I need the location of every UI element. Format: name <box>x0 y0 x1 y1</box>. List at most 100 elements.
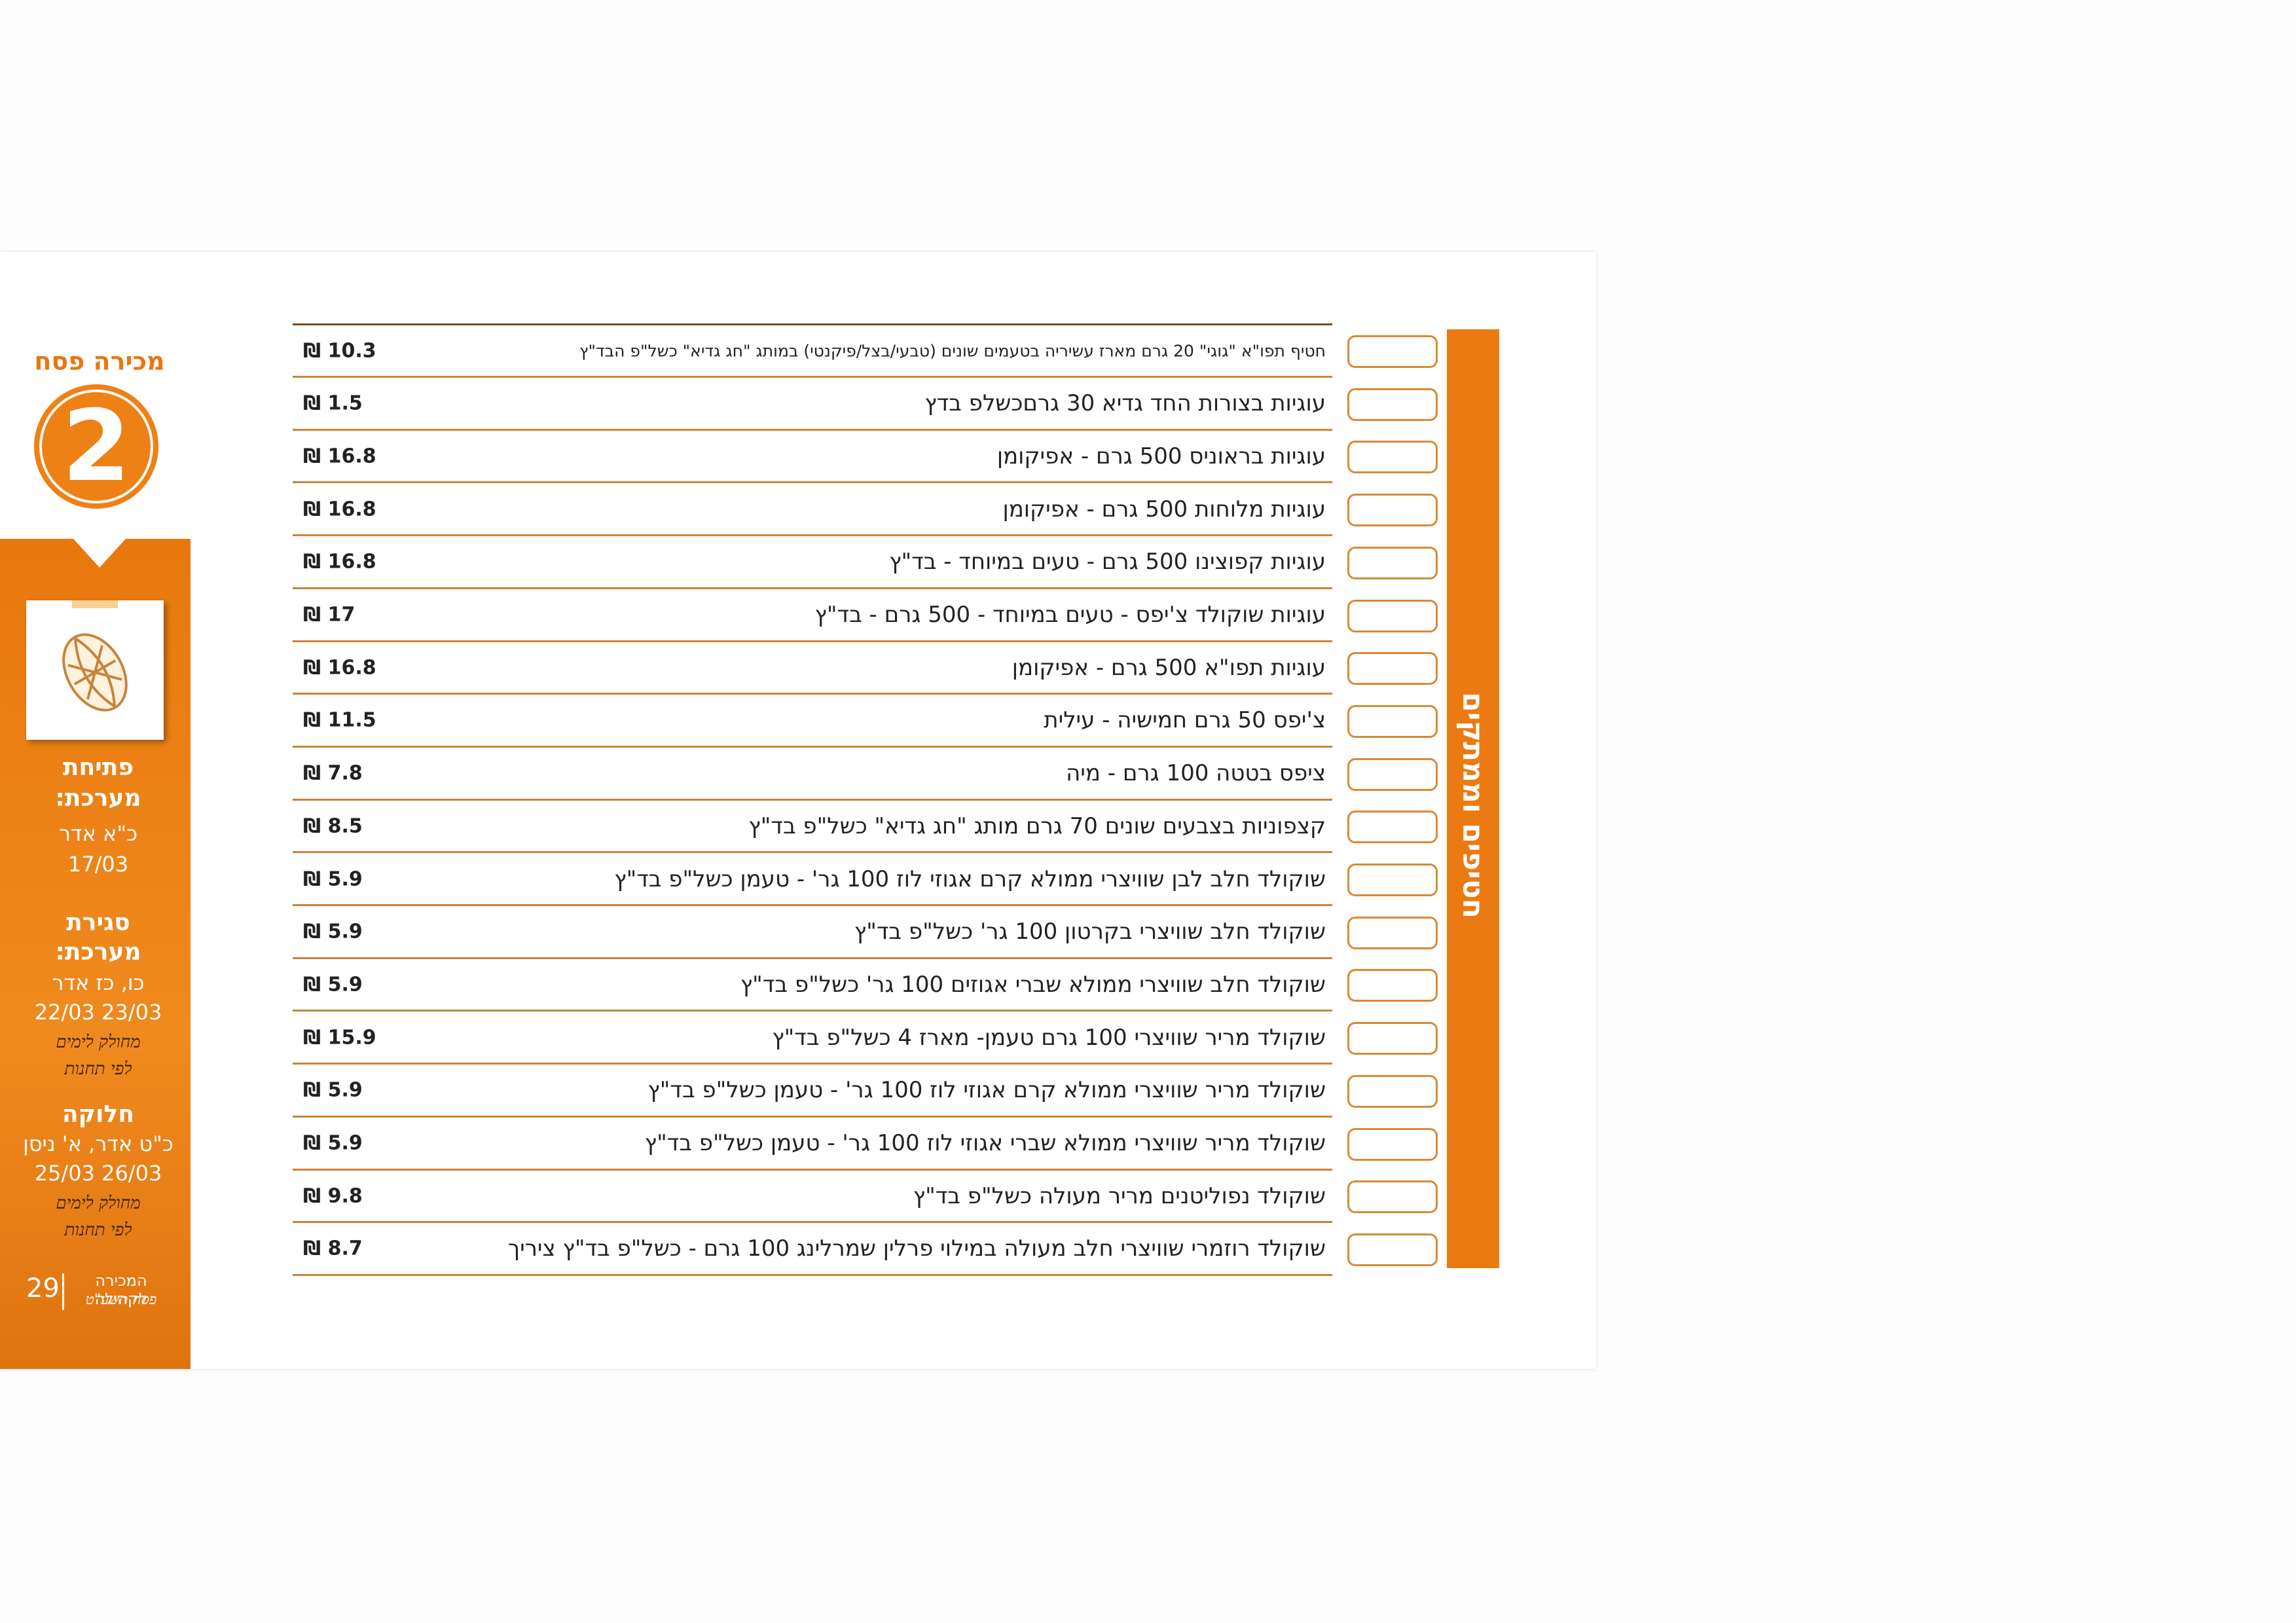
product-name: עוגיות קפוצינו 500 גרם - טעים במיוחד - ב… <box>889 549 1326 575</box>
product-name: שוקולד מריר שוויצרי ממולא קרם אגוזי לוז … <box>647 1077 1326 1104</box>
sale-title: מכירה פסח <box>34 347 165 376</box>
closing-date: כו, כז אדר <box>52 970 145 995</box>
checkbox[interactable] <box>1347 388 1438 421</box>
product-name: שוקולד חלב שוויצרי בקרטון 100 גר' כשל"פ … <box>854 919 1326 945</box>
paper <box>0 252 1596 1369</box>
product-price: ₪ 7.8 <box>303 761 363 785</box>
closing-label: סגירת <box>66 909 130 936</box>
table-row: עוגיות בצורות החד גדיא 30 גרםכשלפ בדץ ₪ 1… <box>293 378 1332 431</box>
product-price: ₪ 5.9 <box>303 1131 363 1155</box>
product-name: שוקולד נפוליטנים מריר מעולה כשל"פ בד"ץ <box>913 1182 1326 1209</box>
product-price: ₪ 1.5 <box>303 392 363 415</box>
table-row: שוקולד חלב שוויצרי ממולא שברי אגוזים 100… <box>293 959 1332 1012</box>
handwritten-note: מחולק לימים <box>56 1032 141 1052</box>
almond-icon <box>62 596 128 712</box>
opening-date: 17/03 <box>67 852 129 877</box>
product-price: ₪ 17 <box>303 603 355 627</box>
distribution-date: כ"ט אדר, א' ניסן <box>23 1131 173 1156</box>
table-top-line <box>293 323 1332 325</box>
table-row: חטיף תפו"א "גוגי" 20 גרם מארז עשיריה בטע… <box>293 325 1332 378</box>
category-title: חטיפים וממתקים <box>1456 692 1490 919</box>
product-price: ₪ 5.9 <box>303 1078 363 1102</box>
handwritten-note: מחולק לימים <box>56 1194 141 1213</box>
footer-line: המכירה לקהילה <box>94 1271 148 1308</box>
table-row: קצפוניות בצבעים שונים 70 גרם מותג "חג גד… <box>293 801 1332 854</box>
page-number: 29 <box>26 1273 60 1304</box>
product-name: עוגיות תפו"א 500 גרם - אפיקומן <box>1011 654 1326 681</box>
product-name: שוקולד מריר שוויצרי 100 גרם טעמן- מארז 4… <box>772 1024 1326 1051</box>
checkbox[interactable] <box>1347 1074 1438 1108</box>
product-price: ₪ 9.8 <box>303 1184 363 1208</box>
product-price: ₪ 5.9 <box>303 973 363 996</box>
product-name: קצפוניות בצבעים שונים 70 גרם מותג "חג גד… <box>748 812 1326 839</box>
checkbox[interactable] <box>1347 546 1438 579</box>
product-name: עוגיות מלוחות 500 גרם - אפיקומן <box>1002 496 1326 522</box>
product-price: ₪ 16.8 <box>303 656 376 680</box>
product-name: שוקולד מריר שוויצרי ממולא שברי אגוזי לוז… <box>644 1130 1326 1156</box>
checkbox[interactable] <box>1347 335 1438 368</box>
product-name: ציפס בטטה 100 גרם - מיה <box>1066 760 1326 787</box>
footer-line: פסח תשע"ט <box>85 1292 157 1308</box>
product-price: ₪ 5.9 <box>303 867 363 890</box>
checkbox[interactable] <box>1347 441 1438 474</box>
divider <box>62 1273 64 1310</box>
table-row: שוקולד חלב לבן שוויצרי ממולא קרם אגוזי ל… <box>293 854 1332 906</box>
handwritten-note: לפי תחנות <box>64 1059 132 1079</box>
product-price: ₪ 16.8 <box>303 550 376 574</box>
table-row: שוקולד נפוליטנים מריר מעולה כשל"פ בד"ץ ₪ … <box>293 1171 1332 1224</box>
notch <box>73 539 126 568</box>
product-price: ₪ 15.9 <box>303 1026 376 1049</box>
product-name: עוגיות בראוניס 500 גרם - אפיקומן <box>996 443 1326 469</box>
checkbox[interactable] <box>1347 704 1438 738</box>
product-price: ₪ 5.9 <box>303 920 363 943</box>
checkbox[interactable] <box>1347 757 1438 791</box>
product-price: ₪ 11.5 <box>303 708 376 732</box>
distribution-date: 26/03 25/03 <box>34 1161 162 1186</box>
table-row: שוקולד חלב שוויצרי בקרטון 100 גר' כשל"פ … <box>293 907 1332 959</box>
checkbox[interactable] <box>1347 599 1438 632</box>
table-row: עוגיות מלוחות 500 גרם - אפיקומן ₪ 16.8 <box>293 484 1332 537</box>
product-name: שוקולד חלב לבן שוויצרי ממולא קרם אגוזי ל… <box>614 866 1326 892</box>
table-row: עוגיות שוקולד צ'יפס - טעים במיוחד - 500 … <box>293 590 1332 642</box>
product-name: עוגיות שוקולד צ'יפס - טעים במיוחד - 500 … <box>814 602 1326 628</box>
table-row: שוקולד מריר שוויצרי ממולא קרם אגוזי לוז … <box>293 1065 1332 1118</box>
product-name: שוקולד חלב שוויצרי ממולא שברי אגוזים 100… <box>740 971 1326 998</box>
handwritten-note: לפי תחנות <box>64 1220 132 1240</box>
note-icon <box>26 596 164 740</box>
category-bar <box>1447 329 1499 1268</box>
checkbox[interactable] <box>1347 1233 1438 1266</box>
sale-number: 2 <box>34 384 158 509</box>
table-row: עוגיות קפוצינו 500 גרם - טעים במיוחד - ב… <box>293 537 1332 589</box>
table-row: שוקולד רוזמרי שוויצרי חלב מעולה במילוי פ… <box>293 1224 1332 1276</box>
closing-date: 23/03 22/03 <box>34 1000 162 1025</box>
product-price: ₪ 8.5 <box>303 814 363 838</box>
checkbox[interactable] <box>1347 1022 1438 1055</box>
checkbox[interactable] <box>1347 811 1438 844</box>
checkbox[interactable] <box>1347 864 1438 896</box>
product-price: ₪ 16.8 <box>303 498 376 521</box>
closing-label: מערכת: <box>55 938 141 966</box>
product-price: ₪ 10.3 <box>303 339 376 362</box>
table-row: צ'יפס 50 גרם חמישיה - עילית ₪ 11.5 <box>293 695 1332 748</box>
checkbox[interactable] <box>1347 916 1438 949</box>
product-name: צ'יפס 50 גרם חמישיה - עילית <box>1044 707 1326 734</box>
product-price: ₪ 16.8 <box>303 445 376 468</box>
opening-date: כ"א אדר <box>58 821 138 846</box>
table-row: שוקולד מריר שוויצרי 100 גרם טעמן- מארז 4… <box>293 1012 1332 1065</box>
opening-label: מערכת: <box>55 784 141 812</box>
checkbox[interactable] <box>1347 969 1438 1002</box>
table-row: שוקולד מריר שוויצרי ממולא שברי אגוזי לוז… <box>293 1118 1332 1171</box>
checkbox[interactable] <box>1347 1180 1438 1214</box>
table-row: עוגיות תפו"א 500 גרם - אפיקומן ₪ 16.8 <box>293 642 1332 695</box>
table-row: ציפס בטטה 100 גרם - מיה ₪ 7.8 <box>293 748 1332 801</box>
checkbox[interactable] <box>1347 652 1438 685</box>
product-name: שוקולד רוזמרי שוויצרי חלב מעולה במילוי פ… <box>507 1235 1326 1262</box>
opening-label: פתיחת <box>62 754 134 781</box>
table-row: עוגיות בראוניס 500 גרם - אפיקומן ₪ 16.8 <box>293 431 1332 484</box>
checkbox[interactable] <box>1347 1127 1438 1161</box>
checkbox[interactable] <box>1347 494 1438 527</box>
product-price: ₪ 8.7 <box>303 1237 363 1260</box>
distribution-label: חלוקה <box>62 1101 135 1128</box>
product-name: חטיף תפו"א "גוגי" 20 גרם מארז עשיריה בטע… <box>579 341 1326 360</box>
